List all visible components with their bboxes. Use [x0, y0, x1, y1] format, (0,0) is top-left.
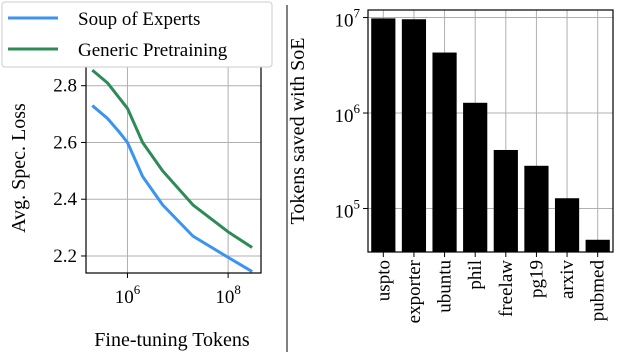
loss-chart-panel: 2.2 2.4 2.6 2.8 106 108 Fine-tuning Tokens A… [8, 62, 262, 351]
tokens-x-tick-label-uspto: uspto [373, 260, 394, 301]
loss-chart-x-axis-label: Fine-tuning Tokens [94, 329, 250, 351]
tokens-x-tick-label-freelaw: freelaw [496, 260, 517, 317]
tokens-chart-panel: 105 106 107 uspto exporter ubuntu phil freelaw… [287, 6, 614, 323]
loss-chart-grid [86, 63, 261, 273]
tokens-x-tick-label-pubmed: pubmed [588, 260, 609, 322]
bar-arxiv [554, 198, 580, 252]
tokens-chart-frame [367, 9, 614, 253]
loss-x-tick-label-1e6: 106 [115, 282, 141, 308]
bar-ubuntu [432, 52, 457, 252]
loss-x-tick-label-1e8: 108 [215, 282, 241, 308]
tokens-chart-y-ticks: 105 106 107 [335, 6, 368, 222]
bar-pubmed [585, 239, 610, 252]
tokens-x-tick-label-pg19: pg19 [526, 260, 547, 298]
legend: Soup of Experts Generic Pretraining [1, 1, 273, 68]
tokens-chart-bars [371, 18, 610, 253]
bar-exporter [401, 19, 427, 252]
loss-y-tick-label-2-8: 2.8 [53, 76, 77, 97]
loss-chart-y-axis-label: Avg. Spec. Loss [8, 103, 30, 233]
series-line-generic-pretraining [91, 68, 253, 249]
legend-label-soup-of-experts: Soup of Experts [78, 9, 200, 30]
bar-uspto [371, 18, 396, 253]
loss-y-tick-label-2-4: 2.4 [53, 189, 77, 210]
bar-phil [463, 102, 488, 252]
tokens-y-tick-label-1e5: 105 [335, 196, 361, 222]
loss-chart-x-ticks: 106 108 [115, 273, 241, 308]
tokens-x-tick-label-ubuntu: ubuntu [435, 260, 456, 313]
loss-chart-lines [91, 68, 253, 273]
bar-pg19 [524, 165, 549, 252]
legend-label-generic-pretraining: Generic Pretraining [78, 40, 228, 61]
legend-box [1, 1, 273, 68]
series-line-soup-of-experts [91, 104, 253, 273]
bar-freelaw [493, 149, 518, 252]
tokens-chart-x-ticks: uspto exporter ubuntu phil freelaw pg19 arxiv p… [373, 252, 609, 323]
tokens-y-tick-label-1e6: 106 [335, 101, 361, 127]
loss-chart-y-ticks: 2.2 2.4 2.6 2.8 [53, 76, 86, 267]
tokens-x-tick-label-phil: phil [465, 260, 486, 290]
tokens-chart-y-axis-label: Tokens saved with SoE [287, 38, 309, 225]
loss-y-tick-label-2-2: 2.2 [53, 246, 77, 267]
tokens-y-tick-label-1e7: 107 [335, 6, 361, 32]
loss-chart-frame [85, 62, 262, 274]
tokens-x-tick-label-exporter: exporter [404, 259, 425, 323]
loss-y-tick-label-2-6: 2.6 [53, 132, 77, 153]
tokens-x-tick-label-arxiv: arxiv [557, 260, 578, 300]
